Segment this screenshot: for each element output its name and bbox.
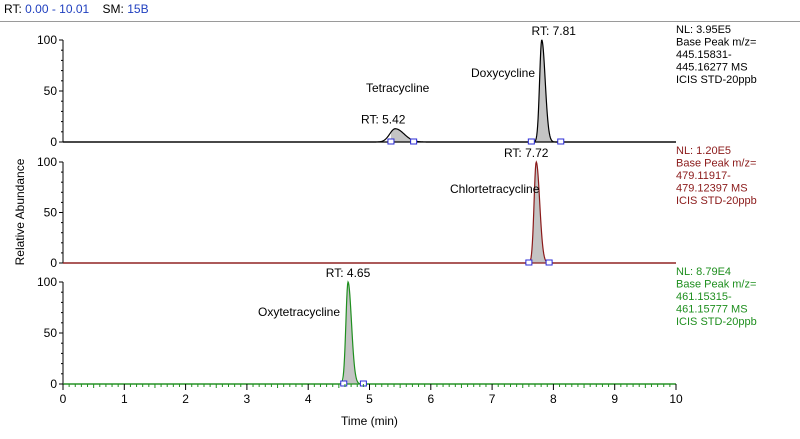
trace-info-text: ICIS STD-20ppb xyxy=(676,316,757,328)
peak-boundary-marker xyxy=(525,259,533,266)
trace-line xyxy=(63,280,676,385)
x-tick-label: 0 xyxy=(60,392,67,406)
y-tick-label: 0 xyxy=(50,377,57,391)
y-tick-label: 100 xyxy=(37,33,57,47)
peak-area xyxy=(528,162,550,263)
trace-info-text: 445.16277 MS xyxy=(676,62,748,74)
peak-boundary-marker xyxy=(410,138,418,145)
compound-label: Chlortetracycline xyxy=(450,182,540,196)
trace-info-text: 479.11917- xyxy=(676,170,731,182)
x-axis-title: Time (min) xyxy=(341,414,398,428)
x-tick-label: 1 xyxy=(121,392,128,406)
trace-info-text: NL: 3.95E5 xyxy=(676,24,731,36)
x-tick-label: 4 xyxy=(305,392,312,406)
peak-area xyxy=(390,128,414,142)
x-tick-label: 8 xyxy=(550,392,557,406)
trace-info-text: 445.15831- xyxy=(676,49,732,61)
peak-boundary-marker xyxy=(387,138,395,145)
peak-boundary-marker xyxy=(527,138,535,145)
y-tick-label: 0 xyxy=(50,256,57,270)
y-axis-title: Relative Abundance xyxy=(13,158,27,265)
peak-boundary-marker xyxy=(545,259,553,266)
peak-boundary-marker xyxy=(557,138,565,145)
trace-info-text: 461.15777 MS xyxy=(676,304,748,316)
x-tick-label: 10 xyxy=(669,392,683,406)
sm-label: SM: xyxy=(102,2,124,16)
peak-rt-label: RT: 4.65 xyxy=(326,266,371,280)
trace-info-text: Base Peak m/z= xyxy=(676,158,756,170)
y-tick-label: 0 xyxy=(50,135,57,149)
trace-info-text: Base Peak m/z= xyxy=(676,37,756,49)
x-tick-label: 7 xyxy=(489,392,496,406)
compound-label: Oxytetracycline xyxy=(258,305,340,319)
x-tick-label: 6 xyxy=(427,392,434,406)
trace-info-text: 479.12397 MS xyxy=(676,183,748,195)
y-tick-label: 100 xyxy=(37,155,57,169)
y-tick-label: 50 xyxy=(44,326,58,340)
header-divider xyxy=(0,21,800,22)
y-tick-label: 100 xyxy=(37,275,57,289)
y-tick-label: 50 xyxy=(44,206,58,220)
trace-line xyxy=(63,160,676,264)
trace-info-text: ICIS STD-20ppb xyxy=(676,74,757,86)
trace-info-text: NL: 8.79E4 xyxy=(676,266,731,278)
rt-range-value: 0.00 - 10.01 xyxy=(25,2,90,16)
peak-rt-label: RT: 7.81 xyxy=(532,24,577,38)
x-tick-label: 5 xyxy=(366,392,373,406)
compound-label: Tetracycline xyxy=(366,81,430,95)
trace-info-text: NL: 1.20E5 xyxy=(676,145,731,157)
x-tick-label: 2 xyxy=(182,392,189,406)
header-range-info: RT: 0.00 - 10.01 SM: 15B xyxy=(4,2,149,16)
x-tick-label: 3 xyxy=(244,392,251,406)
trace-line xyxy=(63,39,676,143)
compound-label: Doxycycline xyxy=(471,66,535,80)
peak-area xyxy=(343,282,364,384)
sm-value: 15B xyxy=(127,2,149,16)
trace-info-text: Base Peak m/z= xyxy=(676,279,756,291)
x-tick-label: 9 xyxy=(611,392,618,406)
peak-boundary-marker xyxy=(340,380,348,387)
trace-info-text: ICIS STD-20ppb xyxy=(676,195,757,207)
trace-info-text: 461.15315- xyxy=(676,291,732,303)
peak-rt-label: RT: 7.72 xyxy=(504,146,549,160)
rt-label: RT: xyxy=(4,2,22,16)
peak-rt-label: RT: 5.42 xyxy=(361,113,406,127)
y-tick-label: 50 xyxy=(44,84,58,98)
